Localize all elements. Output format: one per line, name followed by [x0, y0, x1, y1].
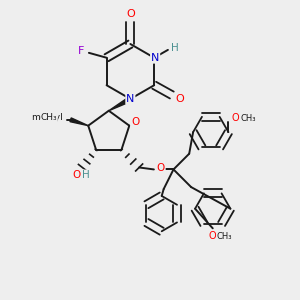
Text: O: O [175, 94, 184, 104]
Text: N: N [151, 53, 159, 63]
Text: N: N [126, 94, 135, 104]
Text: CH₃: CH₃ [240, 114, 256, 123]
Polygon shape [109, 97, 131, 111]
Text: O: O [72, 170, 81, 180]
Text: CH₃: CH₃ [217, 232, 232, 241]
Text: O: O [232, 113, 239, 123]
Text: methyl: methyl [31, 113, 63, 122]
Text: F: F [78, 46, 84, 56]
Polygon shape [70, 118, 88, 126]
Text: H: H [82, 170, 90, 180]
Text: O: O [157, 164, 165, 173]
Text: O: O [131, 117, 139, 127]
Text: O: O [209, 231, 217, 241]
Text: CH₃: CH₃ [41, 113, 57, 122]
Text: H: H [171, 43, 179, 53]
Text: O: O [55, 113, 63, 123]
Text: O: O [126, 9, 135, 19]
